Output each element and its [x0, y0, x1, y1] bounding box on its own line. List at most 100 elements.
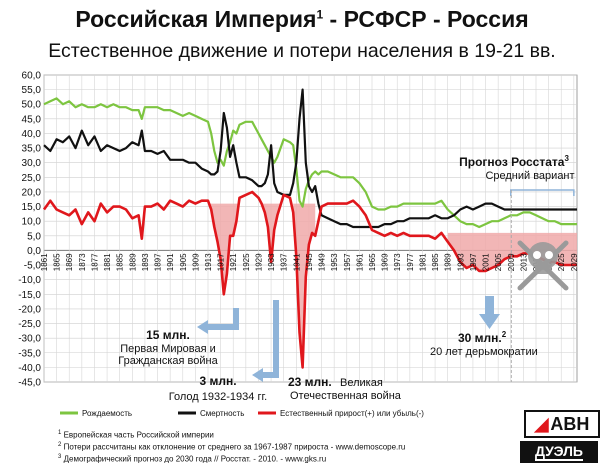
annotation-30m-footnote-mark: 2: [502, 330, 507, 339]
y-tick-label: 25,0: [22, 173, 42, 184]
x-tick-label: 1957: [343, 253, 352, 271]
x-tick-label: 2005: [494, 253, 503, 271]
x-tick-label: 1925: [242, 253, 251, 271]
x-tick-label: 1953: [330, 253, 339, 271]
x-tick-labels: 1861 1865 1869 1873 1877 1881 1885 1889 1893 1897…: [40, 253, 579, 271]
series-line-births: [43, 97, 577, 229]
forecast-subtitle: Средний вариант: [485, 170, 574, 182]
x-tick-label: 1885: [116, 253, 125, 271]
annotation-23m-line1: Великая: [340, 377, 383, 389]
x-tick-label: 1865: [53, 253, 62, 271]
y-tick-label: -5,0: [24, 261, 42, 272]
y-tick-label: 30,0: [22, 158, 42, 169]
y-tick-label: 45,0: [22, 114, 42, 125]
y-tick-label: -20,0: [18, 304, 41, 315]
arrow-3m-head: [252, 368, 263, 382]
forecast-bracket: [510, 189, 575, 196]
y-tick-label: 20,0: [22, 187, 42, 198]
annotation-3m-line1: Голод 1932-1934 гг.: [169, 391, 267, 403]
footnote-3-mark: 3: [58, 454, 62, 460]
loss-area: [208, 203, 246, 295]
x-tick-label: 1893: [141, 253, 150, 271]
x-tick-label: 1973: [393, 253, 402, 271]
annotation-15m-title: 15 млн.: [146, 328, 190, 342]
y-tick-label: -10,0: [18, 275, 41, 286]
y-tick-label: -30,0: [18, 334, 41, 345]
x-tick-label: 1905: [179, 253, 188, 271]
x-tick-label: 1913: [204, 253, 213, 271]
forecast-footnote-mark: 3: [564, 154, 569, 163]
page-subtitle: Естественное движение и потери населения…: [48, 40, 556, 62]
legend-births: Рождаемость: [82, 409, 132, 418]
footnote-3: 3 Демографический прогноз до 2030 года /…: [58, 454, 327, 464]
x-tick-label: 2025: [557, 253, 566, 271]
footnote-2-mark: 2: [58, 442, 62, 448]
x-tick-label: 1901: [166, 253, 175, 271]
x-tick-label: 1881: [103, 253, 112, 271]
arrow-15m: [207, 308, 239, 330]
annotation-23m-title: 23 млн.: [288, 375, 332, 389]
footnote-2: 2 Потери рассчитаны как отклонение от ср…: [58, 442, 406, 452]
x-tick-label: 1869: [65, 253, 74, 271]
annotations: Прогноз Росстата3 Средний вариант 15 млн…: [118, 154, 574, 403]
x-tick-label: 1909: [191, 253, 200, 271]
y-tick-label: -40,0: [18, 363, 41, 374]
x-tick-label: 1997: [469, 253, 478, 271]
page-title: Российская Империя1 - РСФСР - Россия: [0, 6, 604, 33]
y-tick-label: -35,0: [18, 348, 41, 359]
footnote-1-mark: 1: [58, 430, 62, 436]
x-tick-label: 1969: [381, 253, 390, 271]
x-tick-label: 1921: [229, 253, 238, 271]
title-rest: - РСФСР - Россия: [323, 6, 529, 32]
annotation-3m-title: 3 млн.: [199, 374, 236, 388]
x-tick-label: 1989: [444, 253, 453, 271]
y-tick-label: 10,0: [22, 217, 42, 228]
series-line-natural: [42, 190, 577, 369]
legend: Рождаемость Смертность Естественный прир…: [60, 409, 424, 418]
duel-logo: ДУЭЛЬ: [520, 441, 598, 463]
footnote-1: 1 Европейская часть Российской империи: [58, 430, 214, 440]
x-tick-label: 2029: [570, 253, 579, 271]
x-tick-label: 1877: [90, 253, 99, 271]
arrow-15m-head: [197, 320, 208, 334]
x-tick-label: 1977: [406, 253, 415, 271]
x-tick-label: 1981: [418, 253, 427, 271]
x-tick-label: 1941: [292, 253, 301, 271]
annotation-30m-title: 30 млн.2: [458, 330, 507, 345]
title-footnote-mark: 1: [316, 7, 324, 22]
y-tick-label: -25,0: [18, 319, 41, 330]
annotation-15m-line1: Первая Мировая и: [120, 343, 216, 355]
x-tick-label: 1897: [154, 253, 163, 271]
avn-logo: ◢ АВН: [524, 410, 600, 438]
annotation-30m-line1: 20 лет дерьмократии: [430, 346, 538, 358]
series-line-deaths: [43, 88, 577, 229]
arrow-3m: [262, 300, 279, 378]
x-tick-label: 1949: [318, 253, 327, 271]
arrow-30m-head: [479, 314, 500, 329]
series-lines: [42, 88, 577, 369]
x-tick-label: 1929: [254, 253, 263, 271]
x-tick-label: 1937: [280, 253, 289, 271]
annotation-15m-line2: Гражданская война: [118, 355, 218, 367]
avn-flag-icon: ◢: [534, 413, 549, 434]
y-tick-label: 5,0: [27, 231, 41, 242]
legend-natural: Естественный прирост(+) или убыль(-): [280, 409, 424, 418]
x-tick-label: 1917: [217, 253, 226, 271]
title-main: Российская Империя: [75, 6, 317, 32]
y-tick-label: 55,0: [22, 85, 42, 96]
x-tick-label: 1933: [267, 253, 276, 271]
x-tick-label: 1965: [368, 253, 377, 271]
y-tick-label: -45,0: [18, 378, 41, 389]
arrow-30m: [485, 296, 494, 314]
x-tick-label: 1961: [355, 253, 364, 271]
x-tick-label: 1985: [431, 253, 440, 271]
forecast-title: Прогноз Росстата3: [459, 154, 569, 169]
x-tick-label: 1889: [128, 253, 137, 271]
x-tick-label: 1993: [456, 253, 465, 271]
x-tick-label: 1861: [40, 253, 49, 271]
x-tick-label: 1945: [305, 253, 314, 271]
y-tick-label: -15,0: [18, 290, 41, 301]
y-tick-label: 35,0: [22, 144, 42, 155]
y-tick-label: 40,0: [22, 129, 42, 140]
y-tick-labels: -45,0 -40,0 -35,0 -30,0 -25,0 -20,0 -15,0 -10,0…: [18, 71, 41, 389]
